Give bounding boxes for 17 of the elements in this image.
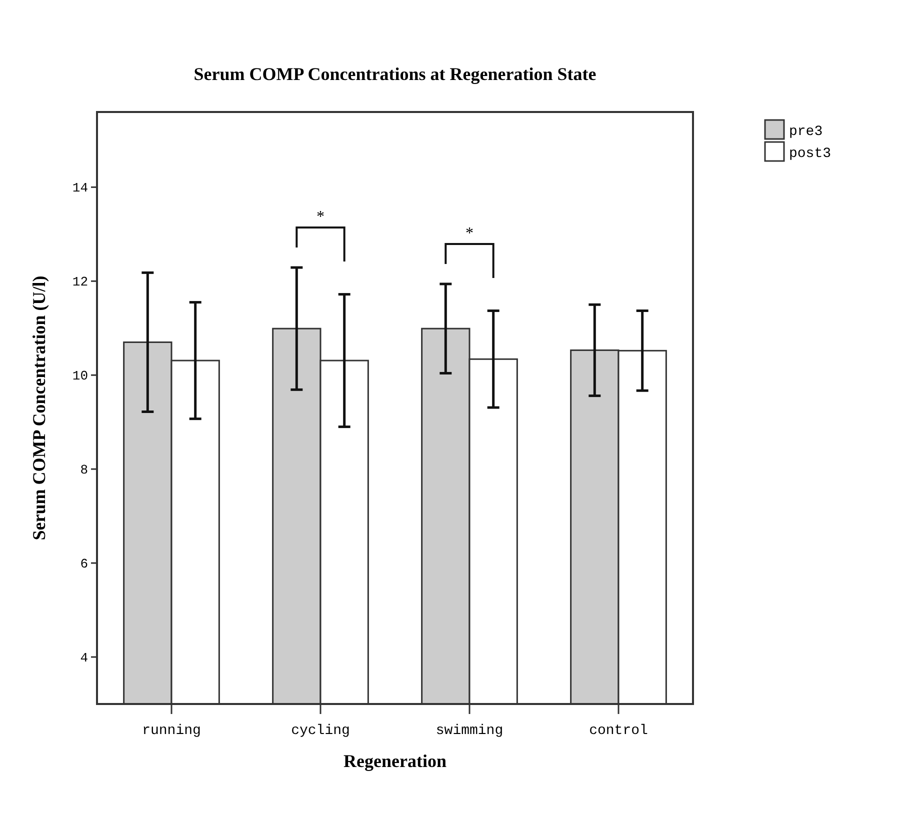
- y-tick-label: 8: [80, 462, 88, 478]
- chart-title: Serum COMP Concentrations at Regeneration State: [194, 64, 596, 84]
- y-tick-label: 12: [72, 274, 88, 290]
- y-tick-label: 4: [80, 650, 88, 666]
- legend-label: pre3: [789, 124, 823, 140]
- y-axis-title: Serum COMP Concentration (U/l): [29, 276, 49, 540]
- y-tick-label: 14: [72, 180, 88, 196]
- y-tick-label: 6: [80, 556, 88, 572]
- x-axis-title: Regeneration: [344, 751, 446, 771]
- annotation: *: [316, 208, 324, 226]
- y-tick-label: 10: [72, 368, 88, 384]
- x-tick-label: running: [142, 723, 201, 739]
- x-tick-label: cycling: [291, 723, 350, 739]
- legend-label: post3: [789, 146, 832, 162]
- x-tick-label: swimming: [436, 723, 504, 739]
- annotation: *: [466, 224, 474, 242]
- x-tick-label: control: [589, 723, 648, 739]
